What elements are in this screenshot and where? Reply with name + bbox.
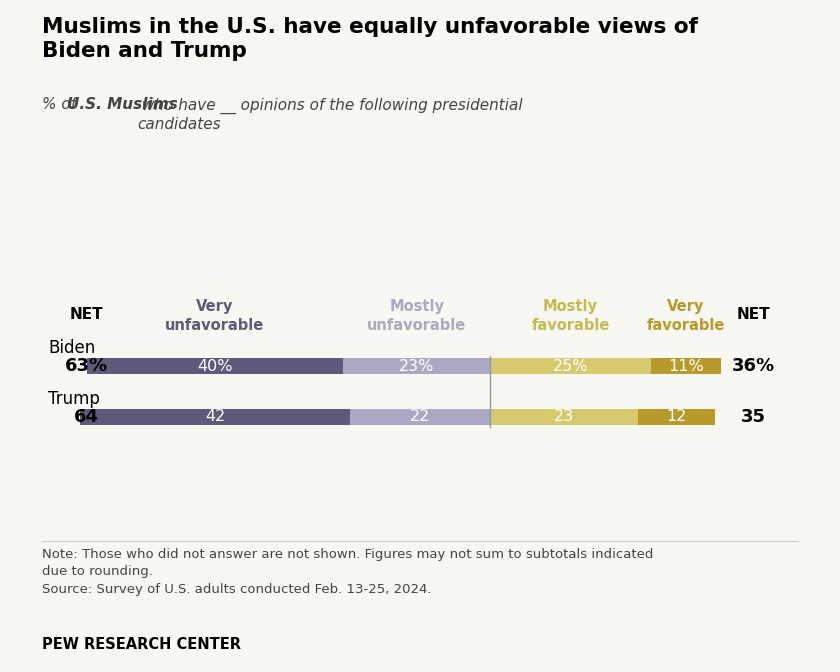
Bar xyxy=(349,409,491,425)
Bar xyxy=(651,358,721,374)
Bar xyxy=(87,358,343,374)
Text: Note: Those who did not answer are not shown. Figures may not sum to subtotals i: Note: Those who did not answer are not s… xyxy=(42,548,654,595)
Text: 23: 23 xyxy=(554,409,575,425)
Bar xyxy=(491,358,651,374)
Text: PEW RESEARCH CENTER: PEW RESEARCH CENTER xyxy=(42,637,241,652)
Text: 22: 22 xyxy=(410,409,430,425)
Text: Muslims in the U.S. have equally unfavorable views of
Biden and Trump: Muslims in the U.S. have equally unfavor… xyxy=(42,17,698,60)
Text: NET: NET xyxy=(737,306,770,322)
Text: 11%: 11% xyxy=(668,359,704,374)
Text: NET: NET xyxy=(70,306,103,322)
Text: who have __ opinions of the following presidential
candidates: who have __ opinions of the following pr… xyxy=(137,97,522,132)
Text: 63%: 63% xyxy=(66,357,108,375)
Bar xyxy=(491,409,638,425)
Text: 64: 64 xyxy=(75,408,99,426)
Text: U.S. Muslims: U.S. Muslims xyxy=(67,97,178,112)
Text: Trump: Trump xyxy=(49,390,100,408)
Text: 23%: 23% xyxy=(399,359,434,374)
Text: 42: 42 xyxy=(205,409,225,425)
Text: 35: 35 xyxy=(741,408,765,426)
Text: 36%: 36% xyxy=(732,357,774,375)
Text: % of: % of xyxy=(42,97,81,112)
Text: Mostly
unfavorable: Mostly unfavorable xyxy=(367,299,466,333)
Bar xyxy=(81,409,349,425)
Text: Biden: Biden xyxy=(49,339,96,357)
Text: 12: 12 xyxy=(666,409,686,425)
Bar xyxy=(343,358,491,374)
Bar xyxy=(638,409,715,425)
Text: 25%: 25% xyxy=(553,359,588,374)
Text: Very
favorable: Very favorable xyxy=(647,299,725,333)
Text: Very
unfavorable: Very unfavorable xyxy=(165,299,265,333)
Text: 40%: 40% xyxy=(197,359,233,374)
Text: Mostly
favorable: Mostly favorable xyxy=(532,299,610,333)
